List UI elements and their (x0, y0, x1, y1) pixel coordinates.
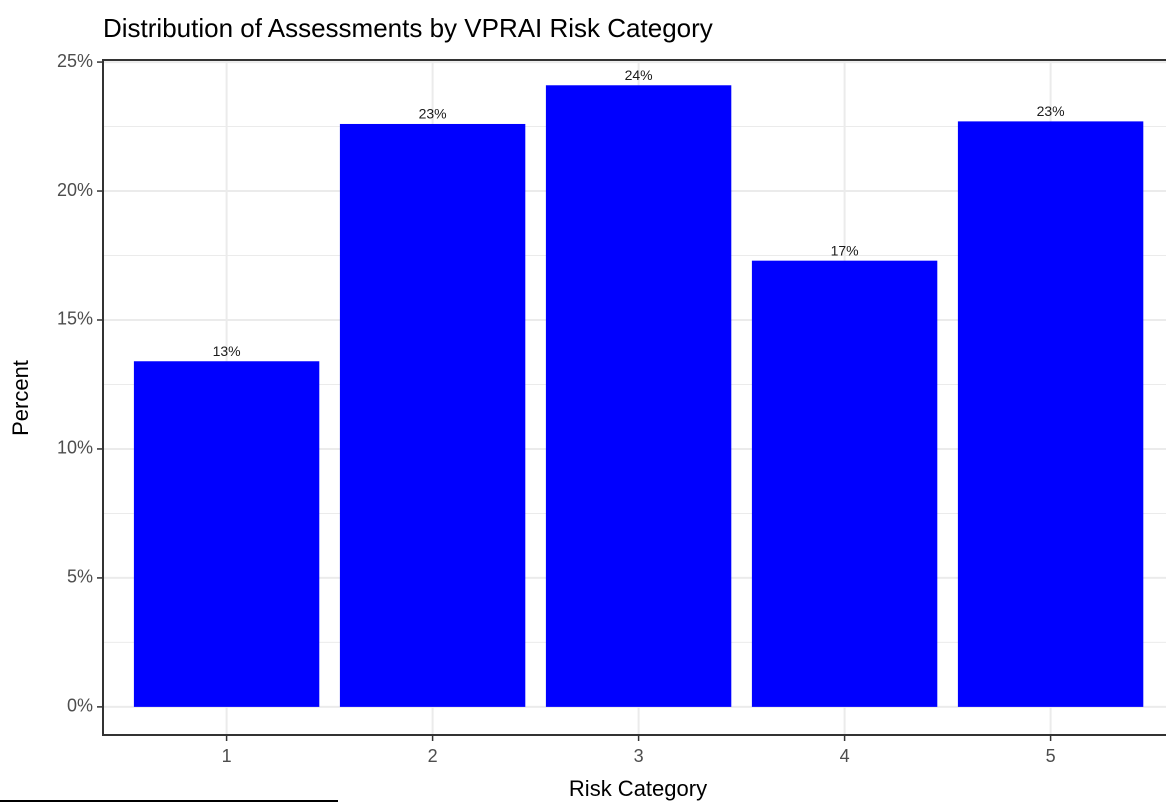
value-label: 17% (831, 242, 859, 258)
value-label: 24% (625, 67, 653, 83)
x-tick-label: 3 (634, 746, 644, 766)
x-tick-label: 2 (428, 746, 438, 766)
x-tick-label: 5 (1046, 746, 1056, 766)
y-tick-label: 20% (57, 180, 93, 200)
bar (339, 123, 526, 707)
chart-title: Distribution of Assessments by VPRAI Ris… (103, 13, 713, 43)
bar (957, 121, 1144, 707)
x-axis-title: Risk Category (569, 776, 707, 801)
y-tick-label: 10% (57, 438, 93, 458)
value-label: 23% (419, 106, 447, 122)
y-tick-label: 0% (67, 696, 93, 716)
x-tick-label: 1 (222, 746, 232, 766)
value-label: 13% (213, 343, 241, 359)
bar (751, 260, 938, 707)
y-tick-label: 15% (57, 309, 93, 329)
y-tick-label: 25% (57, 51, 93, 71)
value-label: 23% (1037, 103, 1065, 119)
x-tick-label: 4 (840, 746, 850, 766)
panel-border (102, 59, 1166, 736)
bar (133, 361, 320, 707)
bar (545, 85, 732, 707)
y-tick-label: 5% (67, 567, 93, 587)
y-axis-title: Percent (8, 360, 33, 436)
